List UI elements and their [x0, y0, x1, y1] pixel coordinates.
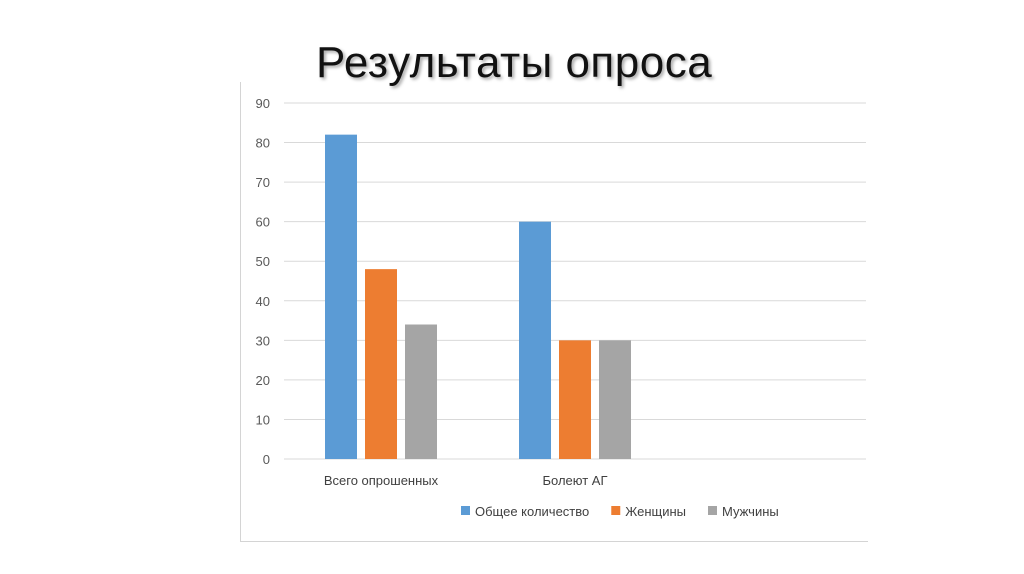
legend-swatch: [461, 506, 470, 515]
legend-label: Общее количество: [475, 504, 589, 519]
y-tick-label: 10: [256, 412, 270, 427]
y-tick-label: 20: [256, 373, 270, 388]
bar-2-2: [559, 340, 591, 459]
slide-title: Результаты опроса: [316, 38, 713, 87]
y-tick-label: 50: [256, 254, 270, 269]
legend-swatch: [611, 506, 621, 515]
category-labels: Всего опрошенных Болеют АГ: [324, 473, 608, 488]
y-tick-label: 90: [256, 96, 270, 111]
legend-label: Женщины: [625, 504, 686, 519]
bar-2-3: [599, 340, 631, 459]
bar-1-3: [405, 324, 437, 459]
category-label: Болеют АГ: [542, 473, 607, 488]
y-tick-label: 30: [256, 333, 270, 348]
y-tick-label: 70: [256, 175, 270, 190]
y-tick-label: 60: [256, 215, 270, 230]
chart-frame: [240, 82, 868, 542]
legend: Общее количество Женщины Мужчины: [461, 504, 779, 519]
bar-2-1: [519, 221, 551, 459]
category-label: Всего опрошенных: [324, 473, 439, 488]
bar-1-2: [365, 269, 397, 459]
legend-label: Мужчины: [722, 504, 779, 519]
y-axis-ticks: 0 10 20 30 40 50 60 70 80 90: [256, 96, 270, 467]
y-tick-label: 80: [256, 136, 270, 151]
bars: [325, 134, 631, 459]
legend-swatch: [708, 506, 717, 515]
y-tick-label: 40: [256, 294, 270, 309]
bar-1-1: [325, 134, 357, 459]
y-tick-label: 0: [263, 452, 270, 467]
